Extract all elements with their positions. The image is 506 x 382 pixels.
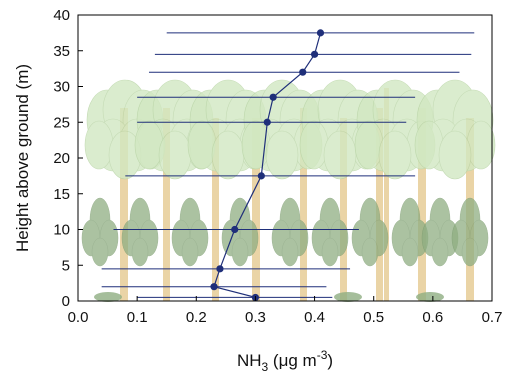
- tree-trunk-9: [384, 88, 389, 301]
- x-tick-label-5: 0.5: [363, 309, 384, 326]
- y-tick-label-0: 0: [62, 293, 70, 310]
- x-axis-title-close: ): [327, 351, 333, 370]
- y-tick-label-6: 30: [53, 79, 70, 96]
- x-tick-label-7: 0.7: [482, 309, 503, 326]
- data-point-3: [231, 225, 239, 234]
- data-point-5: [263, 118, 271, 126]
- tree-trunk-7: [418, 108, 426, 301]
- tree-trunk-4: [300, 108, 307, 301]
- data-point-8: [310, 50, 319, 58]
- small-tree-crown-8: [421, 197, 459, 267]
- ground-shrub-1: [334, 292, 362, 302]
- x-axis-title: NH3 (μg m-3): [237, 348, 333, 374]
- x-tick-label-0: 0.0: [68, 309, 89, 326]
- x-tick-label-4: 0.4: [304, 309, 325, 326]
- small-tree-crown-9: [451, 197, 489, 267]
- x-axis: 0.0 0.1 0.2 0.3 0.4 0.5 0.6 0.7: [68, 296, 503, 326]
- y-tick-label-3: 15: [53, 186, 70, 203]
- x-tick-label-1: 0.1: [127, 309, 148, 326]
- tree-trunk-3: [252, 118, 260, 301]
- tree-trunk-6: [376, 108, 383, 301]
- y-tick-label-2: 10: [53, 222, 70, 239]
- y-axis: 0 5 10 15 20 25 30 35 40: [53, 7, 83, 310]
- tall-tree-crown-4: [299, 79, 381, 180]
- y-tick-label-4: 20: [53, 150, 70, 167]
- small-tree-crown-2: [171, 197, 209, 267]
- y-axis-title: Height above ground (m): [13, 64, 32, 252]
- x-tick-label-3: 0.3: [245, 309, 266, 326]
- y-tick-label-5: 25: [53, 114, 70, 131]
- x-axis-title-sub: 3: [262, 360, 269, 374]
- profile-line: [213, 32, 322, 298]
- forest-background: [81, 79, 496, 302]
- x-axis-title-unit: (μg m: [268, 351, 317, 370]
- series-layer: [101, 29, 475, 302]
- x-tick-label-6: 0.6: [422, 309, 443, 326]
- small-tree-crown-0: [81, 197, 119, 267]
- data-point-6: [269, 93, 277, 101]
- tree-trunk-1: [163, 108, 170, 301]
- x-axis-title-base: NH: [237, 351, 262, 370]
- ground-shrub-0: [94, 292, 122, 302]
- x-axis-title-sup: -3: [317, 348, 328, 362]
- ground-shrub-2: [416, 292, 444, 302]
- x-tick-label-2: 0.2: [186, 309, 207, 326]
- tree-trunk-0: [120, 108, 128, 301]
- data-point-9: [316, 29, 325, 37]
- tall-tree-crown-6: [414, 79, 496, 180]
- data-point-2: [216, 265, 224, 273]
- data-point-4: [257, 172, 265, 180]
- data-point-7: [299, 68, 307, 76]
- tree-trunk-5: [340, 118, 347, 301]
- y-tick-label-7: 35: [53, 43, 70, 60]
- y-tick-label-1: 5: [62, 257, 70, 274]
- tree-trunk-2: [212, 118, 219, 301]
- y-tick-label-8: 40: [53, 7, 70, 24]
- data-point-1: [210, 283, 218, 291]
